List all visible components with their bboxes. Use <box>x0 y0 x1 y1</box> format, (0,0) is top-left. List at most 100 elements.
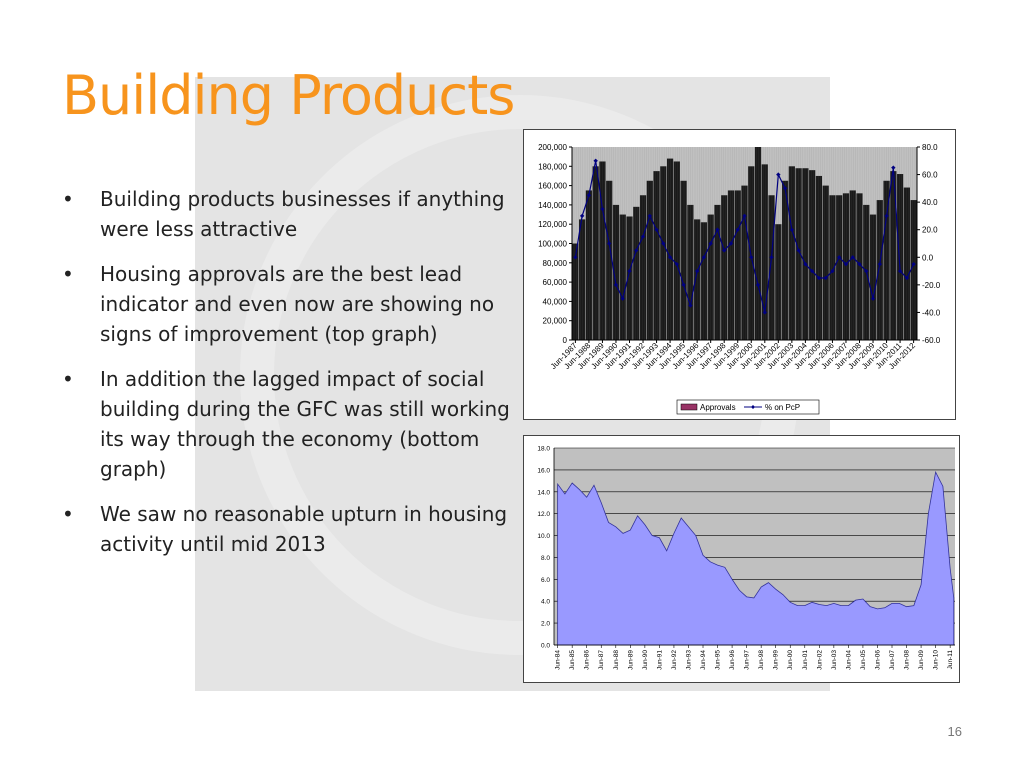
approvals-bar <box>612 204 620 340</box>
approvals-bar <box>829 195 836 340</box>
approvals-bar <box>653 171 660 340</box>
x-tick-label: Jun-04 <box>845 650 852 670</box>
pcp-marker <box>742 213 747 219</box>
approvals-bar <box>856 193 863 340</box>
y-tick-label: 6.0 <box>541 577 550 584</box>
approvals-bar <box>754 147 762 340</box>
pcp-marker <box>857 261 862 267</box>
approvals-bar <box>768 195 775 340</box>
approvals-bar <box>619 214 626 340</box>
approvals-bar <box>903 187 910 340</box>
pcp-marker <box>911 261 916 267</box>
y-tick-label: 4.0 <box>541 599 550 606</box>
approvals-bar <box>842 193 850 340</box>
approvals-bar <box>606 180 613 340</box>
bullet-item: Housing approvals are the best lead indi… <box>62 259 512 349</box>
x-tick-label: Jun-03 <box>831 650 838 670</box>
y-right-tick-label: 20.0 <box>922 226 938 235</box>
pcp-marker <box>694 268 700 274</box>
approvals-bar <box>741 185 748 340</box>
y-tick-label: 16.0 <box>537 467 550 474</box>
approvals-bar <box>775 224 782 340</box>
approvals-bar <box>660 166 667 340</box>
approvals-bar <box>809 170 816 340</box>
x-tick-label: Jun-84 <box>555 650 562 670</box>
y-right-tick-label: 0.0 <box>922 253 934 262</box>
pcp-marker <box>897 268 903 274</box>
legend-pcp-marker <box>751 405 755 409</box>
y-tick-label: 0.0 <box>541 643 550 650</box>
pcp-marker <box>755 282 761 288</box>
y-left-tick-label: 20,000 <box>543 317 568 326</box>
approvals-bar <box>626 216 633 340</box>
approvals-bar <box>714 204 721 340</box>
approvals-chart-svg: 0 20,000 40,000 60,000 80,000 100,000 120,000 1… <box>538 143 941 415</box>
approvals-bar <box>727 190 735 340</box>
approvals-bar <box>721 195 728 340</box>
approvals-bar <box>836 195 843 340</box>
pcp-marker <box>803 261 808 267</box>
y-right-tick-label: -60.0 <box>922 336 941 345</box>
y-right-tick-label: 60.0 <box>922 171 938 180</box>
x-tick-label: Jun-02 <box>816 650 823 670</box>
legend-pcp-label: % on PcP <box>765 403 800 412</box>
pcp-marker <box>830 268 835 274</box>
approvals-bar <box>572 243 579 340</box>
y-tick-label: 10.0 <box>537 533 550 540</box>
pcp-marker <box>843 261 849 267</box>
pcp-marker <box>796 248 801 253</box>
pcp-marker <box>640 234 646 239</box>
approvals-bar <box>910 200 917 340</box>
approvals-bar <box>599 161 606 340</box>
bullet-item: We saw no reasonable upturn in housing a… <box>62 499 512 559</box>
x-tick-label: Jun-87 <box>598 650 605 670</box>
approvals-bar <box>748 166 755 340</box>
approvals-bar <box>876 200 883 340</box>
x-tick-label: Jun-91 <box>656 650 663 670</box>
approvals-bar <box>700 222 708 340</box>
x-tick-label: Jun-95 <box>715 650 722 670</box>
x-tick-label: Jun-01 <box>802 650 809 670</box>
y-tick-label: 18.0 <box>537 446 550 453</box>
y-right-tick-label: 80.0 <box>922 143 938 152</box>
x-tick-label: Jun-86 <box>584 650 591 670</box>
pcp-marker <box>870 296 876 301</box>
y-tick-label: 8.0 <box>541 555 550 562</box>
approvals-bar <box>666 158 674 340</box>
x-tick-label: Jun-09 <box>918 650 925 670</box>
chart-legend: Approvals % on PcP <box>676 399 820 415</box>
y-left-tick-label: 40,000 <box>543 297 568 306</box>
approvals-bar <box>592 166 599 340</box>
y-left-tick-label: 180,000 <box>538 162 567 171</box>
x-tick-label: Jun-11 <box>947 650 954 670</box>
y-left-tick-label: 160,000 <box>538 182 567 191</box>
activity-chart: 0.0 2.0 4.0 6.0 8.0 10.0 12.0 14.0 16.0 18.0 Jun-8… <box>523 435 960 683</box>
approvals-bar <box>633 206 640 340</box>
approvals-bar <box>890 171 897 340</box>
slide-title: Building Products <box>62 64 515 127</box>
approvals-bar <box>734 190 741 340</box>
bullet-item: Building products businesses if anything… <box>62 184 512 244</box>
y-left-tick-label: 0 <box>563 336 568 345</box>
approvals-bar <box>687 204 694 340</box>
approvals-bar <box>883 180 890 340</box>
approvals-bar <box>694 219 701 340</box>
approvals-bar <box>639 195 647 340</box>
x-tick-label: Jun-98 <box>758 650 765 670</box>
approvals-bar <box>579 219 586 340</box>
x-tick-label: Jun-99 <box>773 650 780 670</box>
y-right-tick-label: 40.0 <box>922 198 938 207</box>
pcp-marker <box>674 261 680 267</box>
y-right-tick-label: -20.0 <box>922 281 941 290</box>
x-tick-label: Jun-00 <box>787 650 794 670</box>
x-tick-label: Jun-06 <box>874 650 881 670</box>
x-tick-label: Jun-10 <box>933 650 940 670</box>
approvals-bar <box>869 214 877 340</box>
pcp-marker <box>613 282 619 288</box>
approvals-bar <box>781 180 789 340</box>
bullet-list: Building products businesses if anything… <box>62 184 512 574</box>
y-tick-label: 2.0 <box>541 621 550 628</box>
x-tick-label: Jun-92 <box>671 650 678 670</box>
bullet-item: In addition the lagged impact of social … <box>62 364 512 484</box>
approvals-bar <box>788 166 795 340</box>
